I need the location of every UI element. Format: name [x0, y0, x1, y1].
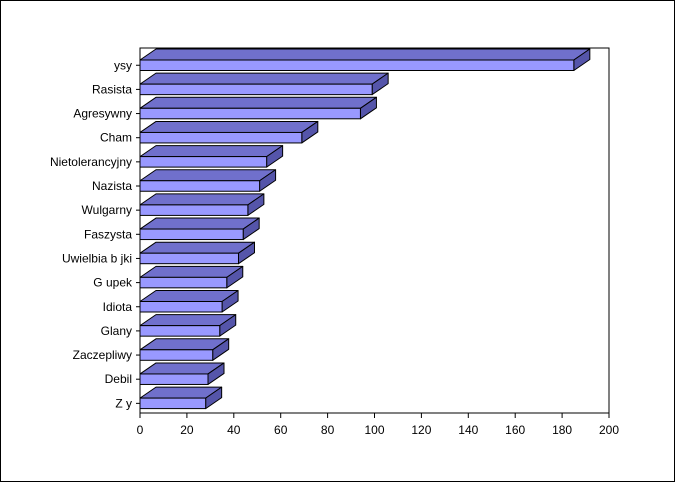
category-label: Rasista: [92, 82, 132, 96]
bar-top-face: [139, 145, 284, 158]
bar: [139, 131, 303, 144]
bar-top-face: [139, 290, 239, 302]
bar: [139, 59, 575, 71]
bar-top-face: [139, 96, 377, 109]
bar-top-face: [139, 265, 244, 278]
category-label: Faszysta: [84, 227, 132, 241]
bar-top-face: [139, 169, 277, 182]
x-tick-label: 140: [458, 423, 478, 437]
category-label: Agresywny: [73, 107, 132, 121]
category-label: Glany: [101, 324, 132, 338]
category-label: Wulgarny: [82, 203, 132, 217]
category-label: Zaczepliwy: [73, 348, 132, 362]
bar-top-face: [139, 72, 389, 85]
x-tick-label: 60: [274, 423, 288, 437]
category-label: Z y: [115, 396, 132, 410]
bar: [139, 373, 209, 385]
bar: [139, 276, 228, 289]
category-label: Nazista: [92, 179, 132, 193]
bar: [139, 83, 373, 96]
bar: [139, 204, 249, 216]
category-label: G upek: [93, 276, 133, 290]
x-tick-label: 100: [364, 423, 384, 437]
bar: [139, 397, 207, 410]
category-label: Nietolerancyjny: [50, 155, 132, 169]
x-tick-label: 200: [599, 423, 619, 437]
bar: [139, 228, 244, 241]
category-label: ysy: [114, 58, 132, 72]
x-tick-label: 0: [137, 423, 144, 437]
bar-top-face: [139, 241, 255, 254]
bar-top-face: [139, 217, 260, 230]
category-label: Debil: [105, 372, 132, 386]
x-tick-label: 180: [552, 423, 572, 437]
x-tick-label: 80: [321, 423, 335, 437]
bar-top-face: [139, 48, 591, 61]
bar-top-face: [139, 193, 265, 206]
bar: [139, 301, 223, 313]
x-tick-label: 120: [411, 423, 431, 437]
x-tick-label: 20: [180, 423, 194, 437]
bar: [139, 107, 361, 120]
bar-top-face: [139, 120, 319, 133]
category-label: Idiota: [103, 300, 133, 314]
bar: [139, 252, 239, 265]
bar: [139, 156, 268, 168]
x-tick-label: 160: [505, 423, 525, 437]
bar: [139, 325, 221, 337]
category-label: Cham: [100, 131, 132, 145]
bar: [139, 180, 261, 192]
bar: [139, 349, 214, 361]
category-label: Uwielbia b jki: [62, 251, 132, 265]
x-tick-label: 40: [227, 423, 241, 437]
